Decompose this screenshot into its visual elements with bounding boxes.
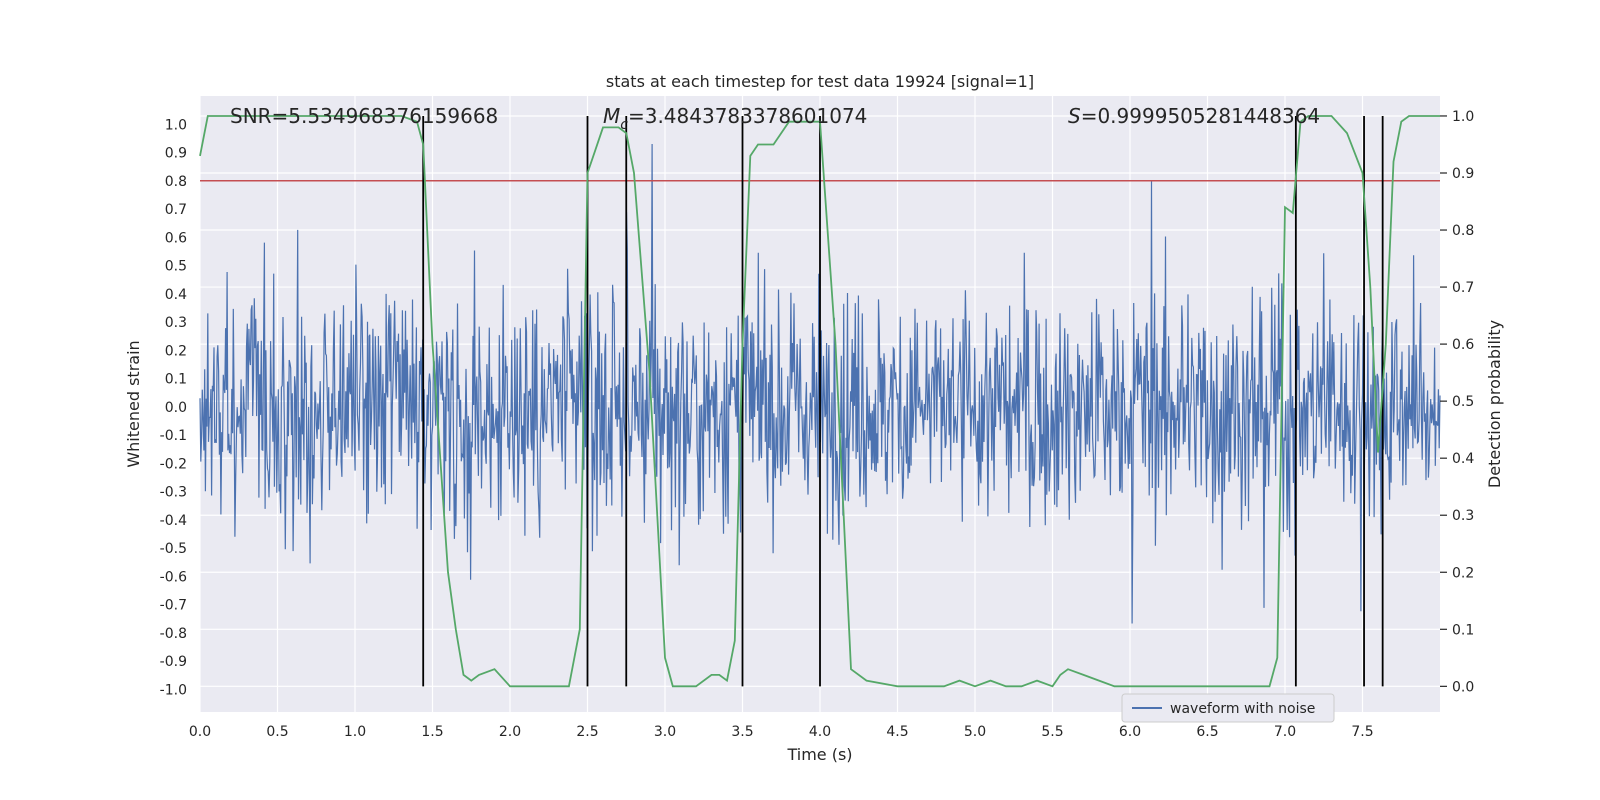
x-tick-labels: 0.0 0.5 1.0 1.5 2.0 2.5 3.0 3.5 4.0 4.5 5.0 5.5 6.0 6… [189,724,1374,740]
y2-tick-label: 0.4 [1452,451,1474,467]
y2-tick-label: 0.2 [1452,565,1474,581]
y-tick-label: 0.3 [165,315,187,331]
y-tick-label: 0.8 [165,174,187,190]
x-tick-label: 1.5 [421,724,443,740]
y-tick-label: 0.1 [165,372,187,388]
y2-tick-label: 0.1 [1452,622,1474,638]
legend-box [1121,693,1335,723]
legend-label: waveform with noise [1170,701,1315,717]
legend: waveform with noise [1121,693,1335,723]
significance-annotation: S=0.9999505281448364 [1068,104,1320,128]
x-axis-label: Time (s) [786,745,852,764]
x-tick-label: 1.0 [344,724,366,740]
y2-tick-label: 0.0 [1452,679,1474,695]
y2-tick-labels: 1.0 0.9 0.8 0.7 0.6 0.5 0.4 0.3 0.2 0.1 0.0 [1440,109,1474,695]
y2-tick-label: 0.5 [1452,394,1474,410]
y-tick-label: -1.0 [160,682,187,698]
y2-tick-label: 1.0 [1452,109,1474,125]
y2-tick-label: 0.3 [1452,508,1474,524]
x-tick-label: 3.5 [731,724,753,740]
y-axis-label: Whitened strain [124,340,143,467]
y-tick-label: -0.1 [160,428,187,444]
x-tick-label: 6.0 [1119,724,1141,740]
y-tick-label: 0.0 [165,400,187,416]
x-tick-label: 2.0 [499,724,521,740]
x-tick-label: 3.0 [654,724,676,740]
x-tick-label: 7.5 [1351,724,1373,740]
y-tick-label: 0.9 [165,146,187,162]
y2-tick-label: 0.8 [1452,223,1474,239]
detection-probability-line [199,115,1440,688]
y-tick-label: -0.4 [160,513,187,529]
y-tick-label: 0.7 [165,202,187,218]
x-tick-label: 5.0 [964,724,986,740]
x-tick-label: 4.5 [886,724,908,740]
chart-title: stats at each timestep for test data 199… [606,72,1034,91]
y-tick-label: -0.2 [160,456,187,472]
y-tick-label: -0.3 [160,485,187,501]
event-vertical-lines [422,115,1384,687]
y-tick-label: -0.5 [160,541,187,557]
snr-annotation: SNR=5.534968376159668 [230,104,498,128]
y2-axis-label: Detection probability [1485,320,1504,488]
x-tick-label: 2.5 [576,724,598,740]
y-tick-label: -0.7 [160,598,187,614]
x-tick-label: 6.5 [1196,724,1218,740]
y-tick-label: -0.9 [160,654,187,670]
y2-tick-label: 0.7 [1452,280,1474,296]
x-tick-label: 0.5 [266,724,288,740]
y-tick-label: 1.0 [165,117,187,133]
x-tick-label: 0.0 [189,724,211,740]
significance-value: =0.9999505281448364 [1081,104,1320,128]
y-tick-label: -0.8 [160,626,187,642]
y2-tick-label: 0.9 [1452,166,1474,182]
y-tick-labels: 1.0 0.9 0.8 0.7 0.6 0.5 0.4 0.3 0.2 0.1 0.0 -0.1 -0.… [160,117,187,698]
y2-tick-label: 0.6 [1452,337,1474,353]
y-tick-label: 0.5 [165,259,187,275]
x-tick-label: 5.5 [1041,724,1063,740]
chirp-mass-annotation: Mc=3.4843783378601074 [603,104,867,133]
chirp-mass-symbol: M [603,104,620,128]
chirp-mass-subscript: c [620,117,628,133]
y-tick-label: 0.4 [165,287,187,303]
significance-symbol: S [1068,104,1081,128]
x-tick-label: 7.0 [1274,724,1296,740]
y-tick-label: 0.6 [165,230,187,246]
x-tick-label: 4.0 [809,724,831,740]
y-tick-label: 0.2 [165,343,187,359]
y-tick-label: -0.6 [160,569,187,585]
chirp-mass-value: =3.4843783378601074 [628,104,867,128]
